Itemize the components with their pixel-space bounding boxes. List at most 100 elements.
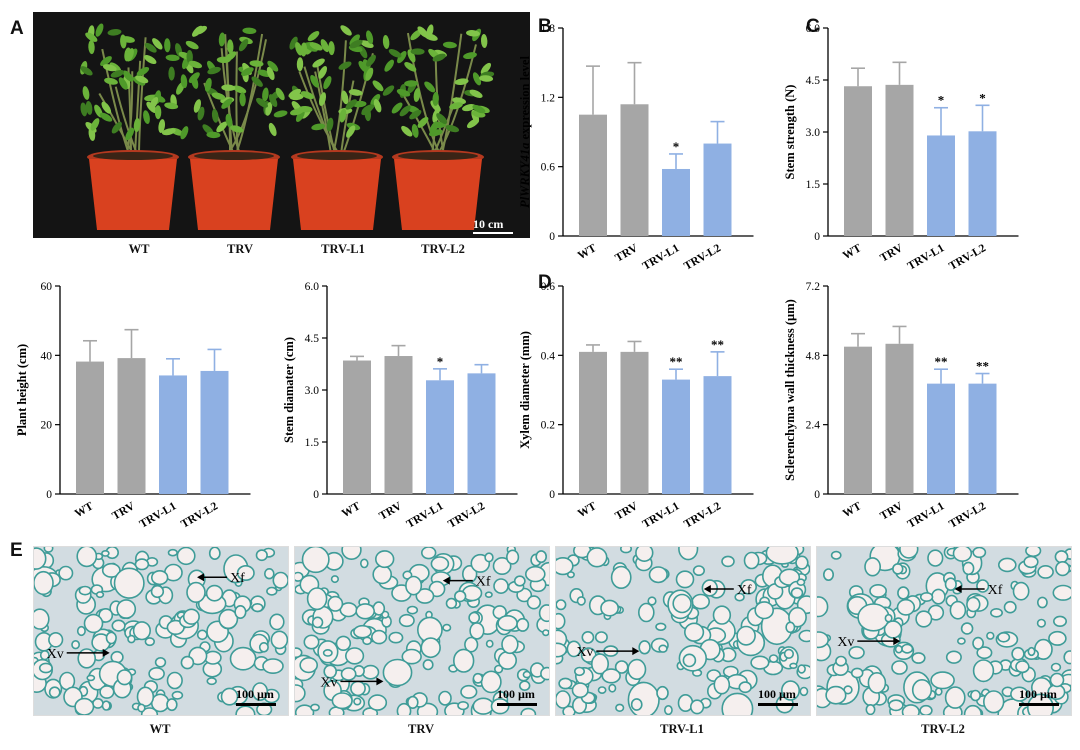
photo-scale-bar	[473, 232, 513, 234]
xv-label: Xv	[576, 645, 593, 660]
significance-mark: *	[673, 139, 680, 154]
y-tick-label: 0	[549, 489, 555, 501]
plant-4	[382, 24, 495, 230]
bar-trv-l2	[968, 131, 997, 236]
scale-bar	[758, 703, 798, 706]
bar-wt	[579, 351, 607, 494]
y-tick-label: 1.2	[541, 92, 556, 104]
y-axis-label: PlWRKY41a expression level	[518, 56, 532, 208]
significance-mark: **	[976, 359, 989, 374]
scale-bar	[497, 703, 537, 706]
y-axis-label: Plant height (cm)	[15, 344, 29, 436]
panel-letter-e: E	[10, 540, 23, 561]
bar-trv-l2	[703, 376, 732, 494]
pot-body	[190, 159, 278, 230]
significance-mark: *	[979, 90, 986, 105]
micrograph-trv-l2: Xf Xv 100 µm	[816, 546, 1072, 716]
bar-wt	[343, 360, 371, 494]
bar-trv	[885, 84, 914, 236]
bar-trv-l1	[927, 135, 955, 236]
bar-trv-l2	[968, 383, 997, 494]
y-tick-label: 0	[549, 231, 555, 243]
micrograph-tissue	[34, 547, 288, 715]
micrograph-tissue	[817, 547, 1071, 715]
micrograph-annotations: Xf Xv 100 µm	[576, 583, 798, 706]
bar-wt	[844, 86, 872, 237]
xf-label: Xf	[988, 583, 1003, 598]
scale-label: 100 µm	[497, 687, 535, 701]
bar-trv	[384, 356, 413, 494]
y-tick-label: 4.5	[806, 75, 821, 87]
xf-label: Xf	[737, 583, 752, 598]
plant-photo-illustration: 10 cm	[80, 23, 513, 234]
significance-mark: *	[437, 354, 444, 369]
panel-letter-c: C	[806, 16, 820, 37]
y-tick-label: 1.8	[541, 23, 556, 35]
y-tick-label: 0	[46, 489, 52, 501]
y-tick-label: 4.8	[806, 350, 821, 362]
y-tick-label: 3.0	[305, 385, 320, 397]
bar-wt	[844, 346, 872, 494]
micrograph-trv-l1: Xf Xv 100 µm	[555, 546, 811, 716]
bar-trv-l1	[426, 380, 454, 494]
y-tick-label: 1.5	[806, 179, 821, 191]
y-tick-label: 7.2	[806, 281, 821, 293]
bar-charts: 0 0.6 1.2 1.8 PlWRKY41a expression level WT TR…	[15, 23, 1019, 531]
plant-2	[178, 25, 288, 230]
xv-arrow-head	[893, 637, 901, 646]
x-tick-label: WT	[841, 242, 864, 262]
x-tick-label: TRV-L1	[906, 500, 947, 531]
xv-arrow-head	[632, 647, 640, 656]
pot-body	[89, 159, 177, 230]
photo-caption-trv-l1: TRV-L1	[321, 242, 365, 256]
x-tick-label: TRV-L2	[682, 242, 723, 273]
x-tick-label: TRV-L1	[906, 242, 947, 273]
x-tick-label: WT	[340, 500, 363, 520]
bar-trv-l1	[927, 383, 955, 494]
y-tick-label: 0.4	[541, 350, 556, 362]
chart-B: 0 0.6 1.2 1.8 PlWRKY41a expression level WT TR…	[518, 23, 754, 273]
micrograph-tissue	[556, 547, 810, 715]
y-tick-label: 6.0	[806, 23, 821, 35]
scale-label: 100 µm	[1019, 687, 1057, 701]
y-tick-label: 20	[41, 420, 53, 432]
xv-label: Xv	[837, 635, 854, 650]
y-tick-label: 4.5	[305, 333, 320, 345]
x-tick-label: TRV-L1	[138, 500, 179, 531]
y-axis-label-gene: PlWRKY41a	[518, 143, 532, 208]
y-tick-label: 0.6	[541, 281, 556, 293]
micrograph-caption: TRV	[408, 722, 434, 736]
photo-caption-wt: WT	[128, 242, 150, 256]
bar-trv-l1	[662, 168, 690, 236]
chart-C: 0 1.5 3.0 4.5 6.0 Stem strength (N) WT TRV * TRV-…	[783, 23, 1019, 273]
micrograph-trv: Xf Xv 100 µm	[294, 546, 550, 716]
micrograph-tissue	[295, 547, 549, 715]
x-tick-label: TRV-L1	[641, 242, 682, 273]
scale-label: 100 µm	[758, 687, 796, 701]
x-tick-label: TRV-L1	[641, 500, 682, 531]
x-tick-label: WT	[576, 242, 599, 262]
chart-plant-height: 0 20 40 60 Plant height (cm) WT TRV TRV-L1 TRV-L…	[15, 281, 251, 531]
y-tick-label: 0.2	[541, 420, 556, 432]
y-axis-label: Stem diamater (cm)	[282, 337, 296, 443]
significance-mark: **	[935, 354, 948, 369]
photo-scale-label: 10 cm	[473, 217, 503, 231]
significance-mark: *	[938, 93, 945, 108]
x-tick-label: WT	[576, 500, 599, 520]
bar-trv-l1	[662, 379, 690, 494]
y-tick-label: 6.0	[305, 281, 320, 293]
x-tick-label: TRV-L2	[446, 500, 487, 531]
panel-letter-a: A	[10, 18, 24, 39]
x-tick-label: TRV	[613, 500, 640, 523]
bar-trv	[620, 104, 649, 237]
bar-trv	[117, 358, 146, 494]
y-tick-label: 0	[814, 489, 820, 501]
micrograph-annotations: Xf Xv 100 µm	[837, 583, 1059, 706]
x-tick-label: TRV-L2	[179, 500, 220, 531]
y-axis-label: Stem strength (N)	[783, 85, 797, 180]
xv-label: Xv	[320, 675, 337, 690]
x-tick-label: TRV-L2	[682, 500, 723, 531]
xf-arrow-head	[954, 585, 962, 593]
significance-mark: **	[670, 354, 683, 369]
bar-trv-l2	[200, 370, 229, 494]
